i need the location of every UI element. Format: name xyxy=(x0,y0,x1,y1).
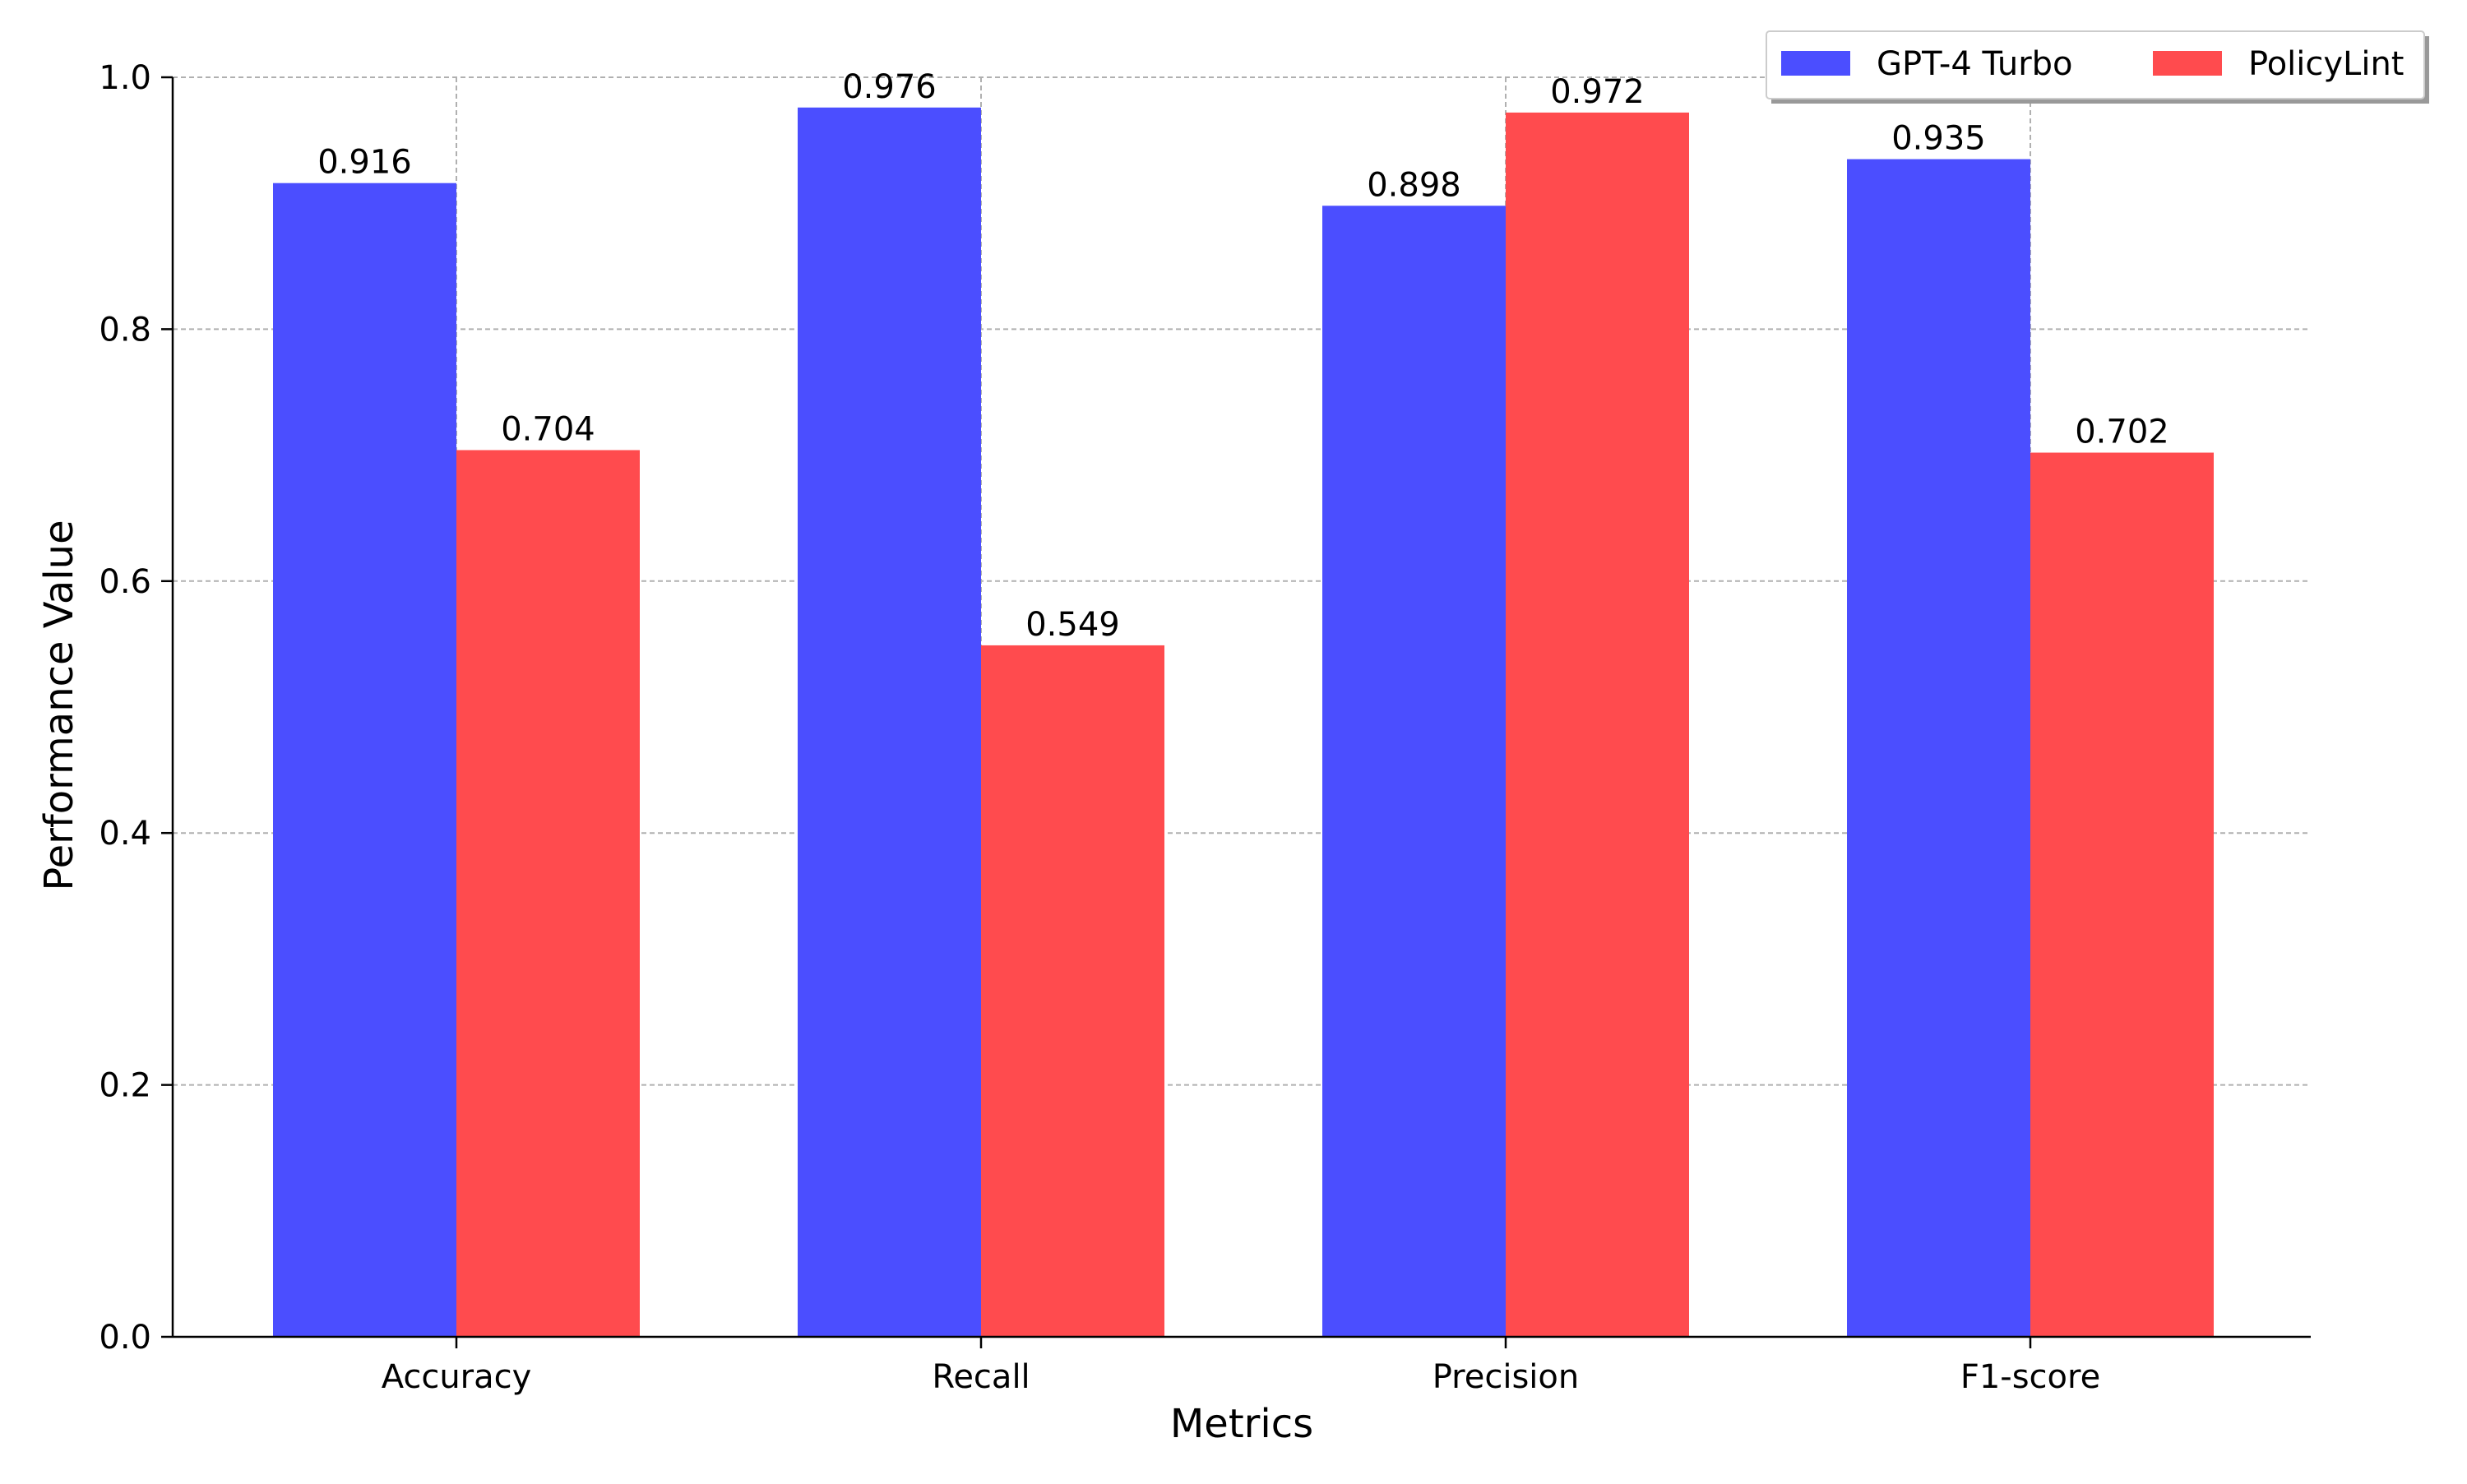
legend-swatch xyxy=(2153,51,2222,76)
data-label: 0.972 xyxy=(1550,73,1645,111)
y-tick-label: 0.8 xyxy=(99,311,151,349)
data-labels: 0.916 0.976 0.898 0.935 0.704 0.549 0.972 0.702 xyxy=(317,68,2169,644)
data-label: 0.976 xyxy=(842,68,937,106)
legend[interactable]: GPT-4 Turbo PolicyLint xyxy=(1766,30,2429,104)
data-label: 0.935 xyxy=(1891,120,1986,158)
data-label: 0.702 xyxy=(2075,414,2169,451)
bar-gpt-4-turbo-recall[interactable] xyxy=(798,107,981,1337)
legend-label: PolicyLint xyxy=(2248,45,2405,83)
bar-policylint-precision[interactable] xyxy=(1506,112,1689,1337)
x-tick-label-recall: Recall xyxy=(932,1358,1030,1396)
data-label: 0.704 xyxy=(501,410,595,448)
y-tick-label: 0.0 xyxy=(99,1319,151,1357)
legend-swatch xyxy=(1781,51,1850,76)
y-tick-label: 0.4 xyxy=(99,815,151,853)
y-tick-label: 0.2 xyxy=(99,1067,151,1105)
legend-label: GPT-4 Turbo xyxy=(1877,45,2073,83)
legend-box xyxy=(1766,30,2425,99)
x-axis-title: Metrics xyxy=(1170,1401,1313,1447)
bar-policylint-recall[interactable] xyxy=(981,645,1164,1337)
y-tick-label: 1.0 xyxy=(99,59,151,97)
data-label: 0.898 xyxy=(1367,166,1461,204)
x-tick-label-accuracy: Accuracy xyxy=(382,1358,532,1396)
bar-gpt-4-turbo-accuracy[interactable] xyxy=(273,183,456,1338)
y-axis-title: Performance Value xyxy=(36,520,82,890)
x-tick-label-precision: Precision xyxy=(1433,1358,1579,1396)
data-label: 0.549 xyxy=(1025,606,1120,644)
bar-policylint-accuracy[interactable] xyxy=(456,450,640,1338)
y-tick-label: 0.6 xyxy=(99,563,151,601)
bars xyxy=(273,107,2214,1338)
bar-gpt-4-turbo-f1-score[interactable] xyxy=(1847,159,2030,1338)
x-tick-label-f1-score: F1-score xyxy=(1960,1358,2100,1396)
bar-gpt-4-turbo-precision[interactable] xyxy=(1322,206,1506,1337)
axes: 0.0 0.2 0.4 0.6 0.8 1.0 Accuracy Recall Precisio… xyxy=(99,59,2311,1396)
data-label: 0.916 xyxy=(317,144,412,182)
bar-policylint-f1-score[interactable] xyxy=(2030,452,2214,1337)
